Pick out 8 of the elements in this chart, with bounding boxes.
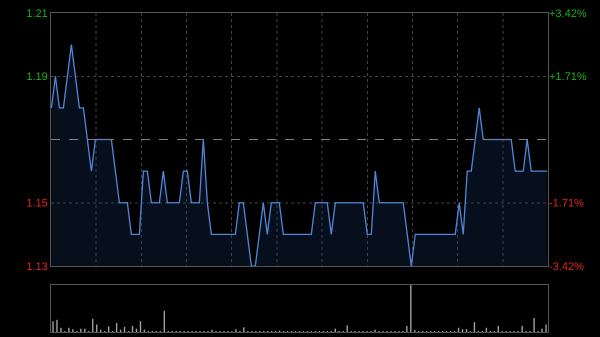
y2-tick-label: +1.71% bbox=[549, 71, 587, 84]
y-tick-label: 1.19 bbox=[26, 71, 48, 84]
y-tick-label: 1.15 bbox=[26, 198, 48, 210]
y-tick-label: 1.21 bbox=[26, 8, 48, 20]
y2-tick-label: +3.42% bbox=[549, 8, 587, 20]
y2-tick-label: -1.71% bbox=[549, 198, 584, 210]
y-tick-label: 1.13 bbox=[26, 260, 48, 273]
y2-tick-label: -3.42% bbox=[549, 260, 584, 273]
